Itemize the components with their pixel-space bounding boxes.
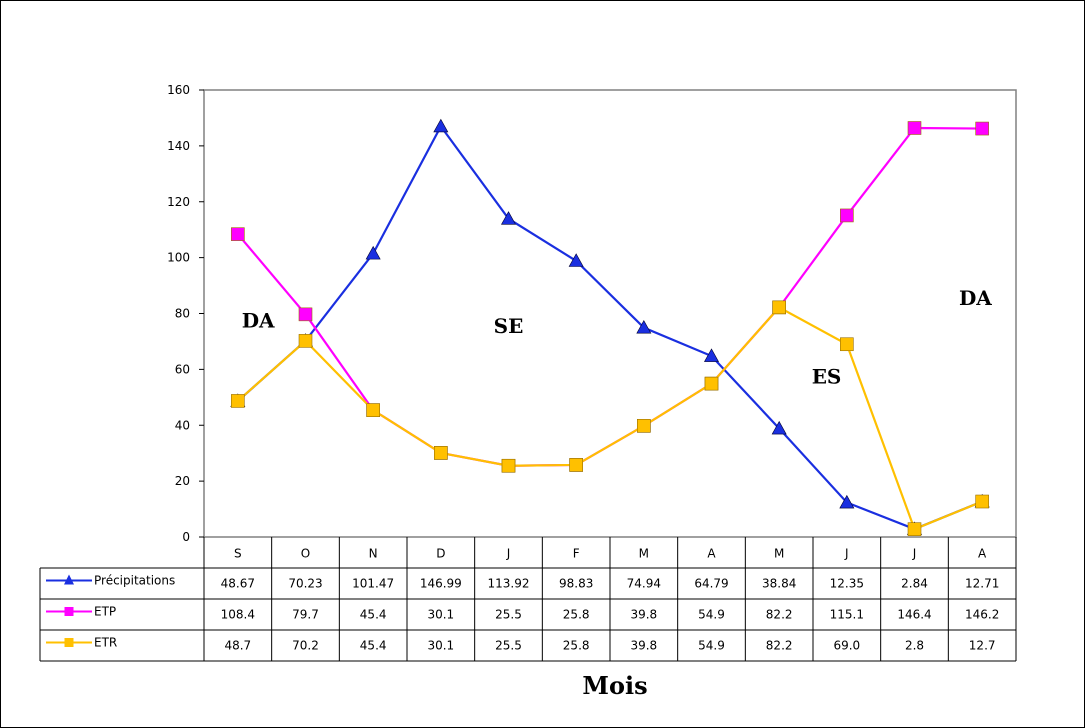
data-label-etp: 30.1 (427, 608, 454, 622)
y-tick-label: 160 (167, 83, 190, 97)
data-point-etr (840, 337, 854, 352)
data-label-etp: 54.9 (698, 608, 725, 622)
annotation-es: ES (812, 364, 842, 388)
data-label-etr: 70.2 (292, 639, 319, 653)
legend-label-etp: ETP (94, 605, 116, 619)
data-point-precipitations (771, 420, 787, 435)
legend-marker-precipitations (64, 574, 74, 585)
data-label-precipitations: 12.71 (965, 577, 999, 591)
data-label-precipitations: 2.84 (901, 577, 928, 591)
y-tick-label: 0 (182, 530, 190, 544)
annotation-se: SE (494, 314, 524, 338)
y-tick-label: 80 (175, 307, 190, 321)
data-point-etr (772, 300, 786, 315)
legend-label-etr: ETR (94, 636, 117, 650)
series-line-precipitations (237, 124, 983, 531)
data-point-etp (840, 208, 854, 223)
x-axis-title: Mois (582, 671, 647, 700)
data-label-etr: 25.5 (495, 639, 522, 653)
data-point-etr (434, 446, 448, 460)
x-tick-label: A (707, 547, 716, 561)
x-tick-label: J (506, 547, 511, 561)
y-tick-label: 40 (175, 418, 190, 432)
data-label-precipitations: 113.92 (488, 577, 530, 591)
x-tick-label: O (301, 547, 310, 561)
x-tick-label: F (573, 547, 580, 561)
data-point-etr (907, 522, 922, 536)
data-label-etp: 39.8 (630, 608, 657, 622)
data-label-etr: 82.2 (766, 639, 793, 653)
data-label-etp: 146.4 (897, 608, 931, 622)
data-label-etp: 45.4 (360, 608, 387, 622)
y-tick-label: 20 (175, 474, 190, 488)
data-label-etp: 82.2 (766, 608, 793, 622)
legend-marker-etp (64, 607, 74, 616)
data-label-precipitations: 38.84 (762, 577, 796, 591)
x-tick-label: S (234, 547, 242, 561)
data-label-etr: 2.8 (905, 639, 924, 653)
data-label-precipitations: 98.83 (559, 577, 593, 591)
data-point-etr (637, 419, 651, 433)
data-label-etr: 12.7 (969, 639, 996, 653)
data-label-precipitations: 146.99 (420, 577, 462, 591)
x-tick-label: A (978, 547, 987, 561)
x-tick-label: M (774, 547, 784, 561)
data-label-etr: 48.7 (224, 639, 251, 653)
data-point-etr (569, 458, 583, 472)
data-label-etr: 25.8 (563, 639, 590, 653)
data-label-precipitations: 12.35 (830, 577, 864, 591)
data-label-etr: 69.0 (833, 639, 860, 653)
y-tick-label: 140 (167, 139, 190, 153)
data-label-etr: 45.4 (360, 639, 387, 653)
data-point-precipitations (703, 348, 720, 362)
data-point-precipitations (568, 253, 584, 267)
data-label-etp: 25.8 (563, 608, 590, 622)
data-label-precipitations: 74.94 (627, 577, 661, 591)
data-point-precipitations (433, 118, 449, 133)
data-label-etp: 146.2 (965, 608, 999, 622)
x-tick-label: N (369, 547, 378, 561)
data-point-etp (231, 227, 245, 241)
y-tick-label: 60 (175, 362, 190, 376)
data-point-etr (366, 403, 380, 417)
data-point-etr (704, 376, 719, 391)
x-tick-label: M (639, 547, 649, 561)
data-point-precipitations (365, 245, 381, 260)
x-tick-label: J (844, 547, 849, 561)
data-point-etr (975, 494, 989, 509)
y-tick-label: 120 (167, 195, 190, 209)
data-label-precipitations: 70.23 (288, 577, 322, 591)
data-label-etr: 39.8 (630, 639, 657, 653)
data-point-precipitations (839, 494, 855, 509)
data-point-etp (975, 121, 989, 136)
x-tick-label: J (912, 547, 917, 561)
data-label-etp: 115.1 (830, 608, 864, 622)
series-line-etp (236, 126, 983, 467)
legend-marker-etr (64, 638, 74, 647)
data-point-etr (298, 334, 313, 348)
data-point-etr (501, 458, 516, 473)
x-tick-label: D (436, 547, 445, 561)
data-label-etr: 30.1 (427, 639, 454, 653)
data-point-precipitations (636, 320, 652, 334)
data-point-etr (231, 394, 245, 408)
data-label-etp: 79.7 (292, 608, 319, 622)
series-line-etr (237, 305, 983, 531)
data-point-precipitations (500, 211, 517, 225)
y-tick-label: 100 (167, 251, 190, 265)
data-label-etp: 25.5 (495, 608, 522, 622)
data-label-etr: 54.9 (698, 639, 725, 653)
data-point-etp (907, 121, 922, 135)
data-label-precipitations: 64.79 (694, 577, 728, 591)
data-label-etp: 108.4 (221, 608, 255, 622)
annotation-da: DA (959, 286, 992, 310)
data-label-precipitations: 48.67 (221, 577, 255, 591)
data-point-etp (298, 307, 313, 322)
annotation-da: DA (242, 308, 275, 332)
data-label-precipitations: 101.47 (352, 577, 394, 591)
legend-label-precipitations: Précipitations (94, 574, 175, 588)
